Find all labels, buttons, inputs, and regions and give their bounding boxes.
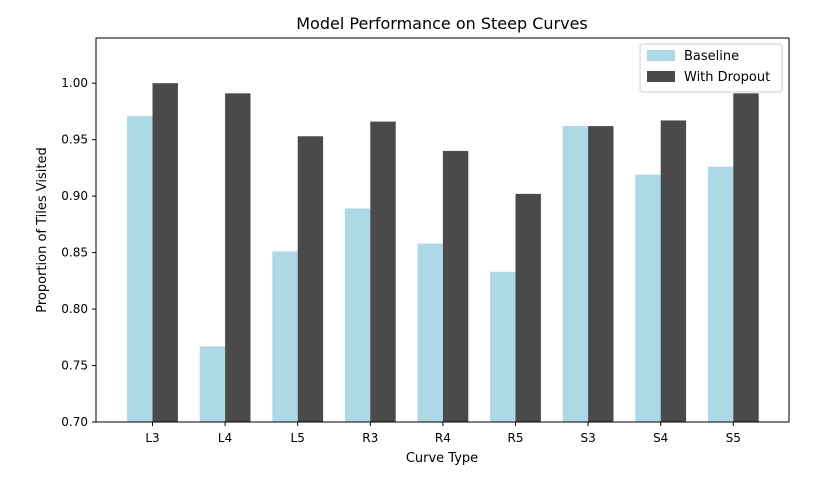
y-tick-label: 0.90 (61, 189, 88, 203)
legend-label-with-dropout: With Dropout (684, 70, 770, 85)
x-tick-label: R5 (508, 431, 524, 445)
y-axis-ticks: 0.70 0.75 0.80 0.85 0.90 0.95 1.00 (61, 76, 96, 429)
bar-baseline-s5 (707, 166, 734, 422)
bar-baseline-l5 (272, 251, 298, 422)
legend: Baseline With Dropout (639, 43, 783, 93)
y-tick-label: 0.80 (61, 302, 88, 316)
bar-with-dropout-r4 (442, 150, 469, 422)
bar-with-dropout-r5 (515, 193, 541, 422)
bar-baseline-s4 (635, 174, 661, 422)
bar-with-dropout-l3 (152, 83, 178, 423)
plot-area-frame (95, 37, 790, 423)
y-tick-label: 0.95 (61, 133, 88, 147)
bar-with-dropout-l4 (225, 93, 251, 422)
legend-frame (639, 43, 783, 93)
y-axis-label: Proportion of Tiles Visited (35, 147, 50, 313)
bar-baseline-r5 (490, 271, 516, 422)
x-axis-label: Curve Type (406, 451, 478, 466)
bar-baseline-r3 (344, 208, 371, 422)
x-tick-label: S5 (726, 431, 741, 445)
bars-group (127, 83, 759, 423)
x-tick-label: R3 (362, 431, 378, 445)
bar-baseline-s3 (562, 126, 589, 422)
legend-label-baseline: Baseline (684, 49, 739, 64)
y-tick-label: 0.70 (61, 415, 88, 429)
bar-baseline-l3 (127, 115, 153, 423)
x-tick-label: L5 (291, 431, 305, 445)
chart-title: Model Performance on Steep Curves (296, 14, 588, 33)
legend-swatch-with-dropout (647, 71, 675, 82)
y-tick-label: 1.00 (61, 76, 88, 90)
legend-swatch-baseline (647, 50, 675, 61)
bar-baseline-r4 (417, 243, 443, 422)
bar-baseline-l4 (199, 346, 226, 422)
bar-with-dropout-s4 (660, 120, 687, 422)
bar-with-dropout-s3 (588, 126, 614, 422)
x-tick-label: L4 (218, 431, 232, 445)
y-tick-label: 0.75 (61, 359, 88, 373)
x-tick-label: S3 (580, 431, 595, 445)
x-tick-label: L3 (145, 431, 159, 445)
x-axis-ticks: L3 L4 L5 R3 R4 R5 S3 S4 S5 (145, 422, 741, 445)
x-tick-label: S4 (653, 431, 668, 445)
x-tick-label: R4 (435, 431, 451, 445)
bar-with-dropout-r3 (370, 121, 396, 422)
bar-with-dropout-s5 (733, 93, 759, 422)
bar-with-dropout-l5 (297, 136, 324, 422)
y-tick-label: 0.85 (61, 246, 88, 260)
